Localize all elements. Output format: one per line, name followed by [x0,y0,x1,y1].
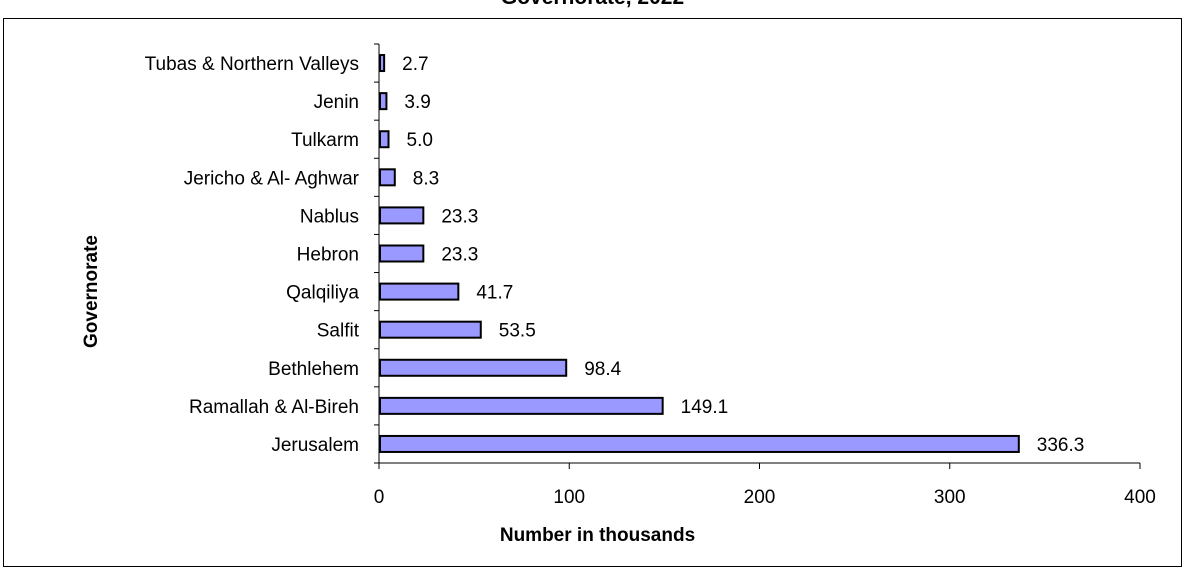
category-label: Qalqiliya [286,283,359,304]
x-tick-label: 100 [553,487,585,508]
bar [379,54,386,73]
bar [379,244,425,263]
x-tick-label: 0 [374,487,385,508]
data-label: 5.0 [407,130,433,151]
bar [379,358,568,377]
category-label: Tulkarm [291,130,359,151]
chart-frame [3,18,1182,567]
data-label: 53.5 [499,321,536,342]
category-label: Hebron [297,245,359,266]
data-label: 8.3 [413,168,439,189]
data-label: 336.3 [1037,435,1085,456]
category-label: Tubas & Northern Valleys [145,54,359,75]
bar [379,92,388,111]
bar [379,168,396,187]
bar [379,320,482,339]
category-label: Jerusalem [271,435,359,456]
x-tick-label: 400 [1124,487,1156,508]
bar [379,130,390,149]
y-axis-title: Governorate [81,235,102,348]
data-label: 41.7 [476,283,513,304]
category-label: Jenin [314,92,359,113]
bar [379,396,664,415]
category-label: Nablus [300,206,359,227]
category-label: Ramallah & Al-Bireh [189,397,359,418]
bar [379,206,425,225]
x-tick-label: 300 [934,487,966,508]
x-tick-label: 200 [744,487,776,508]
category-label: Bethlehem [268,359,359,380]
data-label: 149.1 [681,397,729,418]
x-axis-title: Number in thousands [500,525,695,546]
category-label: Jericho & Al- Aghwar [184,168,360,189]
data-label: 23.3 [441,206,478,227]
data-label: 3.9 [404,92,430,113]
bar [379,434,1020,453]
data-label: 98.4 [584,359,621,380]
data-label: 2.7 [402,54,428,75]
data-label: 23.3 [441,245,478,266]
chart-title: Governorate, 2022 [0,0,1185,10]
bar [379,282,460,301]
category-label: Salfit [317,321,360,342]
